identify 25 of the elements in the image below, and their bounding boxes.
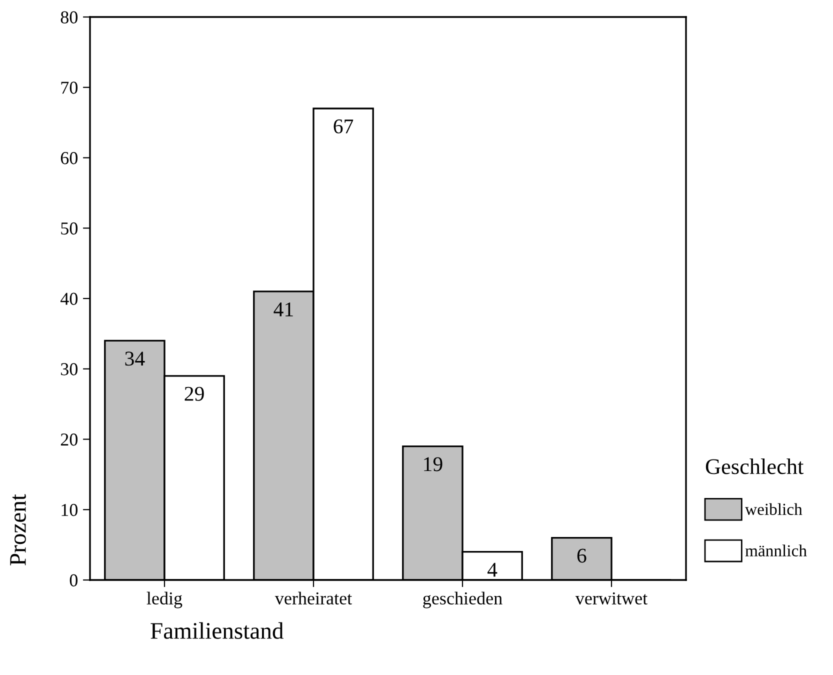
data-label: 29 bbox=[184, 386, 204, 401]
y-tick-label: 30 bbox=[61, 363, 78, 376]
y-tick-label: 10 bbox=[62, 504, 78, 516]
data-label: 6 bbox=[577, 548, 586, 563]
y-tick-label: 20 bbox=[60, 434, 78, 446]
y-tick-label: 0 bbox=[70, 574, 78, 586]
data-label: 41 bbox=[274, 302, 293, 316]
y-axis-title: Prozent bbox=[10, 494, 26, 566]
y-tick-label: 40 bbox=[60, 292, 78, 305]
legend-label: männlich bbox=[745, 544, 807, 556]
y-tick-label: 70 bbox=[61, 82, 78, 94]
y-tick-label: 50 bbox=[61, 222, 78, 235]
data-label: 67 bbox=[334, 119, 354, 134]
legend-title: Geschlecht bbox=[706, 458, 804, 474]
x-tick-label: ledig bbox=[146, 592, 182, 608]
data-label: 34 bbox=[125, 352, 145, 366]
data-label: 4 bbox=[488, 562, 498, 577]
y-tick-label: 80 bbox=[60, 11, 78, 24]
x-tick-label: verheiratet bbox=[274, 592, 352, 605]
x-axis-title: Familienstand bbox=[150, 622, 284, 639]
x-tick-label: verwitwet bbox=[575, 592, 648, 605]
data-label: 19 bbox=[424, 457, 442, 472]
x-tick-label: geschieden bbox=[423, 592, 502, 608]
legend-label: weiblich bbox=[745, 503, 802, 515]
y-tick-label: 60 bbox=[60, 152, 78, 164]
